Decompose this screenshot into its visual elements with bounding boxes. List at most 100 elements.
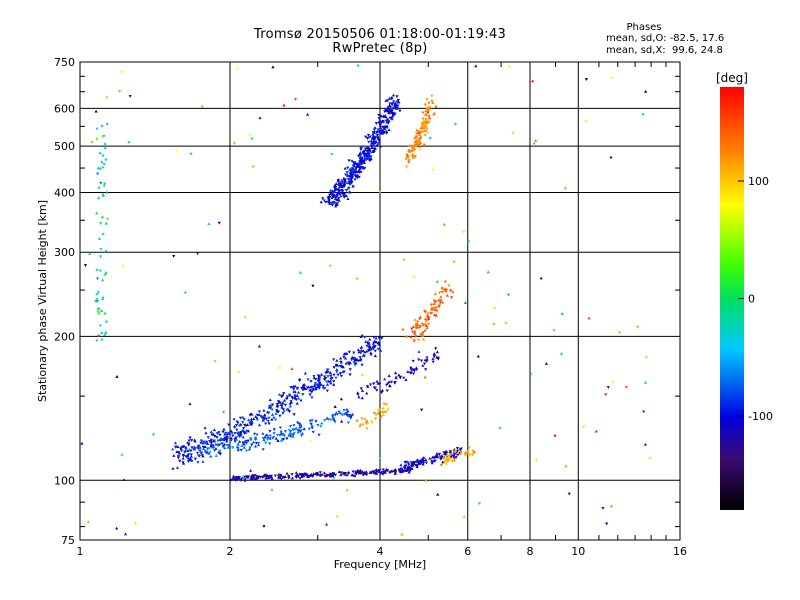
data-point: [325, 473, 329, 477]
data-point: [421, 323, 425, 327]
data-point: [350, 171, 354, 175]
data-point: [290, 476, 294, 480]
data-point: [463, 451, 468, 455]
data-point: [361, 422, 365, 426]
data-point: [261, 418, 265, 422]
data-point: [357, 165, 362, 168]
data-point: [297, 396, 301, 400]
data-point: [401, 328, 405, 332]
data-point: [267, 405, 271, 409]
data-point: [201, 446, 206, 450]
data-point: [444, 450, 449, 453]
data-point: [367, 349, 371, 353]
data-point: [384, 383, 389, 387]
data-point: [340, 180, 344, 184]
data-point: [422, 456, 426, 459]
data-point: [439, 457, 443, 461]
data-point: [308, 473, 312, 477]
data-point: [261, 416, 265, 420]
data-point: [350, 181, 354, 184]
data-point: [373, 140, 378, 144]
data-point: [436, 357, 440, 361]
data-point: [323, 375, 327, 379]
data-point: [410, 147, 414, 151]
data-point: [392, 100, 396, 104]
data-point: [292, 431, 296, 435]
x-tick-label: 2: [227, 545, 234, 558]
data-point: [342, 355, 346, 359]
data-point: [352, 358, 357, 362]
data-point: [188, 459, 192, 462]
data-point: [277, 400, 281, 404]
data-point: [411, 372, 416, 376]
data-point: [103, 332, 107, 336]
data-point: [336, 373, 340, 377]
data-point: [327, 379, 331, 383]
data-point: [374, 122, 378, 125]
data-point: [443, 452, 448, 456]
data-point: [345, 181, 349, 185]
data-point: [276, 433, 280, 437]
data-point: [234, 437, 239, 441]
data-point: [339, 397, 343, 401]
data-point: [95, 277, 100, 281]
y-axis-label: Stationary phase Virtual Height [km]: [36, 200, 49, 402]
chart-title: Tromsø 20150506 01:18:00-01:19:43: [253, 27, 507, 42]
data-point: [459, 447, 463, 451]
data-point: [270, 417, 274, 421]
data-point: [98, 166, 102, 170]
data-point: [299, 423, 303, 427]
data-point: [411, 359, 415, 363]
data-point: [264, 422, 268, 426]
data-point: [262, 475, 266, 479]
data-point: [355, 358, 359, 361]
data-point: [386, 109, 390, 113]
data-point: [333, 420, 337, 424]
data-point: [100, 331, 104, 334]
data-point: [594, 429, 598, 433]
data-point: [95, 138, 99, 141]
data-point: [421, 130, 425, 134]
data-point: [249, 419, 253, 423]
data-point: [393, 468, 398, 471]
data-point: [398, 109, 402, 113]
data-point: [377, 407, 382, 411]
data-point: [406, 155, 410, 159]
y-tick-label: 300: [54, 246, 75, 259]
data-point: [291, 428, 295, 432]
data-point: [584, 120, 588, 124]
data-point: [254, 473, 258, 477]
data-point: [236, 430, 240, 434]
data-point: [237, 423, 242, 427]
data-point: [98, 255, 103, 259]
data-point: [353, 177, 357, 181]
data-point: [414, 463, 418, 467]
data-point: [341, 471, 345, 475]
data-point: [334, 204, 338, 208]
data-point: [278, 473, 282, 477]
data-point: [428, 456, 432, 460]
data-point: [287, 433, 291, 437]
data-point: [324, 380, 329, 384]
data-point: [395, 101, 399, 104]
data-point: [332, 477, 336, 480]
data-point: [97, 334, 101, 338]
data-point: [301, 388, 305, 392]
data-point: [292, 390, 296, 394]
data-point: [432, 111, 437, 115]
data-point: [238, 439, 242, 443]
data-point: [118, 90, 122, 93]
data-point: [102, 184, 106, 188]
data-point: [353, 474, 357, 478]
data-point: [319, 372, 324, 376]
data-point: [343, 356, 348, 360]
data-point: [294, 398, 298, 402]
data-point: [534, 139, 538, 142]
data-point: [319, 200, 323, 204]
data-point: [382, 127, 386, 131]
data-point: [184, 445, 188, 449]
data-point: [229, 439, 233, 442]
data-point: [267, 422, 271, 426]
data-point: [348, 373, 352, 377]
data-point: [410, 467, 414, 470]
